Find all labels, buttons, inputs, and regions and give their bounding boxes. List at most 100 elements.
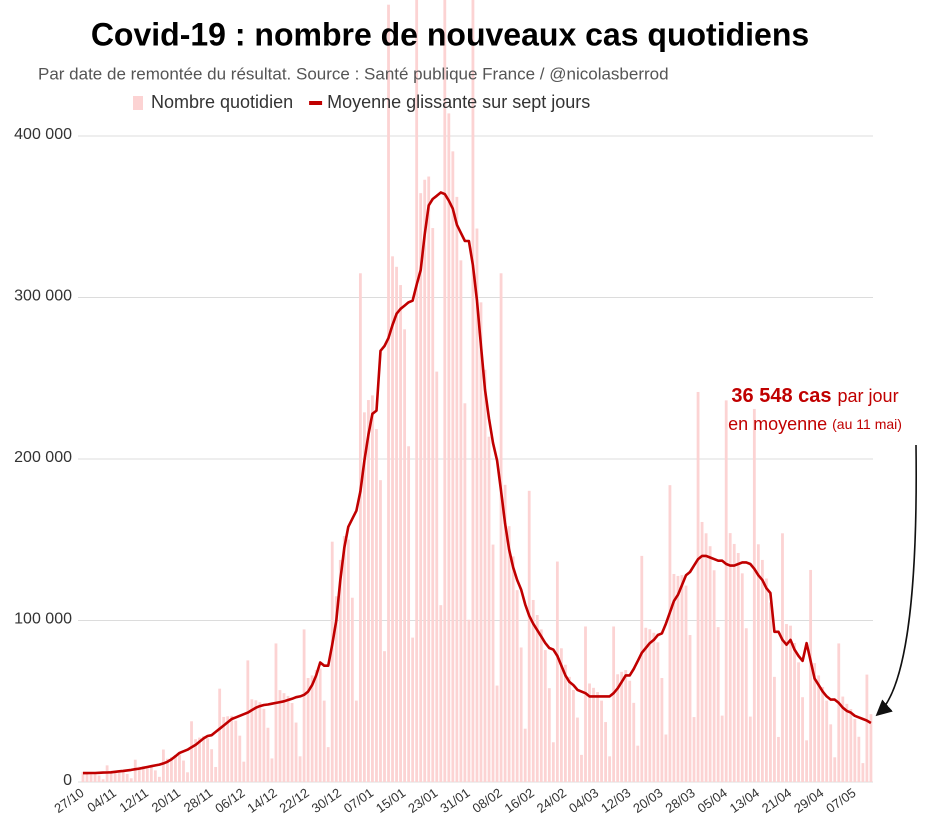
x-tick-label: 28/11 xyxy=(181,785,215,815)
bar xyxy=(483,369,487,782)
bar xyxy=(254,700,258,782)
bar xyxy=(773,676,776,782)
bar xyxy=(535,615,539,782)
bar xyxy=(367,400,370,782)
x-tick-label: 08/02 xyxy=(470,785,505,816)
x-tick-label: 05/04 xyxy=(695,785,730,816)
bar xyxy=(463,403,467,782)
bar xyxy=(350,597,354,782)
bar xyxy=(467,619,471,782)
bar xyxy=(785,624,788,782)
bar xyxy=(809,569,813,782)
bar xyxy=(576,717,579,782)
bar xyxy=(290,703,294,782)
bar xyxy=(278,690,282,782)
bar xyxy=(724,400,728,782)
bar xyxy=(499,273,503,782)
bar xyxy=(837,643,841,782)
x-tick-label: 07/01 xyxy=(341,785,376,816)
bar xyxy=(459,260,463,783)
bar xyxy=(696,391,700,782)
bar xyxy=(162,749,165,782)
bar xyxy=(523,728,527,782)
bar xyxy=(178,754,181,782)
bar xyxy=(736,552,740,782)
legend-label: Moyenne glissante sur sept jours xyxy=(327,92,590,112)
bar xyxy=(704,533,708,782)
bar xyxy=(801,697,804,782)
bar xyxy=(306,677,310,782)
bar xyxy=(479,302,483,782)
x-tick-label: 22/12 xyxy=(277,785,312,816)
bar xyxy=(793,642,796,782)
bar xyxy=(113,770,117,782)
bar xyxy=(358,273,362,782)
bar xyxy=(242,761,246,782)
bar xyxy=(109,770,113,782)
bar xyxy=(230,715,234,782)
bar xyxy=(149,766,153,782)
x-tick-label: 15/01 xyxy=(373,785,408,816)
bar xyxy=(555,561,559,782)
bar xyxy=(841,696,845,782)
bar xyxy=(620,671,624,782)
bar xyxy=(455,196,459,782)
bar xyxy=(869,714,873,782)
bar xyxy=(411,637,415,782)
bar xyxy=(640,555,644,782)
annotation-note: (au 11 mai) xyxy=(832,416,902,432)
bar xyxy=(849,709,853,782)
bar xyxy=(274,643,278,782)
bar xyxy=(354,700,358,782)
bar xyxy=(475,228,479,783)
x-tick-label: 31/01 xyxy=(437,785,472,816)
bar xyxy=(282,693,286,782)
bar xyxy=(487,436,491,782)
bar xyxy=(515,590,519,782)
legend-label: Nombre quotidien xyxy=(151,92,293,112)
bar xyxy=(419,193,423,782)
bar xyxy=(765,578,768,782)
bar xyxy=(310,675,314,782)
bar xyxy=(97,775,101,782)
bar xyxy=(821,687,825,782)
bar xyxy=(676,575,680,782)
bar xyxy=(270,758,274,782)
x-tick-label: 20/11 xyxy=(149,785,183,815)
bar xyxy=(592,687,595,782)
bar xyxy=(648,629,652,782)
bar xyxy=(600,700,603,782)
bar xyxy=(214,766,218,782)
bar xyxy=(756,544,760,782)
bar xyxy=(760,559,764,782)
bar xyxy=(133,759,137,782)
bar xyxy=(612,626,616,782)
bar xyxy=(399,285,402,782)
annotation-text: en moyenne xyxy=(728,414,827,434)
plot-area xyxy=(78,0,873,783)
bar xyxy=(588,683,591,782)
bar xyxy=(314,670,318,782)
bar xyxy=(391,256,394,782)
bar xyxy=(85,772,89,782)
bar xyxy=(346,539,350,782)
bar xyxy=(700,521,704,782)
bar xyxy=(777,736,780,782)
bar xyxy=(395,266,398,782)
y-tick-label: 300 000 xyxy=(14,288,72,305)
bar xyxy=(495,685,499,782)
bar xyxy=(226,716,230,782)
bar xyxy=(568,676,571,782)
bar xyxy=(656,642,660,782)
x-tick-label: 23/01 xyxy=(405,785,440,816)
bar xyxy=(716,627,720,782)
annotation-value: 36 548 cas xyxy=(731,385,831,407)
bar xyxy=(491,544,495,782)
x-tick-label: 28/03 xyxy=(662,785,697,816)
annotation: 36 548 cas par jour xyxy=(731,385,898,407)
bar xyxy=(190,721,193,782)
bar xyxy=(789,625,792,782)
bar xyxy=(616,674,620,782)
bar xyxy=(547,688,551,782)
